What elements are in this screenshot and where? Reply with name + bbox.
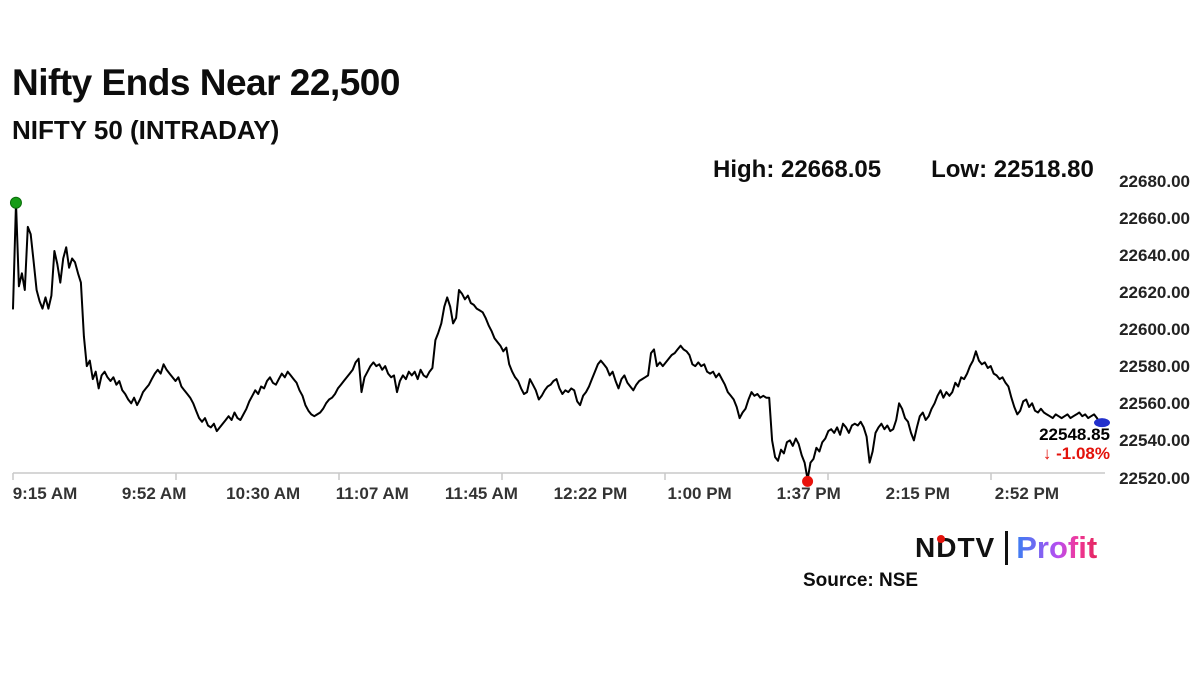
- low-label: Low:: [931, 156, 988, 183]
- low-value: 22518.80: [993, 156, 1094, 183]
- high-marker-dot: [9, 196, 22, 209]
- low-marker-dot: [802, 475, 814, 487]
- logo-divider: [1005, 531, 1009, 565]
- last-point-marker: [1094, 418, 1110, 428]
- price-series-line: [12, 201, 1101, 481]
- high-label: High:: [713, 156, 775, 183]
- y-axis-label: 22600.00: [1119, 320, 1190, 339]
- y-axis-label: 22660.00: [1119, 208, 1190, 228]
- chart-subtitle: NIFTY 50 (INTRADAY): [12, 115, 280, 145]
- down-arrow-icon: ↓: [1042, 444, 1052, 463]
- y-axis-label: 22620.00: [1119, 282, 1190, 302]
- high-low-header: High: 22668.05 Low: 22518.80: [713, 156, 1094, 184]
- x-axis-label: 11:07 AM: [335, 484, 409, 503]
- y-axis-label: 22580.00: [1119, 357, 1190, 377]
- low-stat: Low: 22518.80: [931, 156, 1094, 183]
- profit-wordmark: Profit: [1016, 530, 1098, 565]
- ndtv-red-dot-icon: [937, 535, 945, 543]
- x-axis-label: 12:22 PM: [553, 484, 628, 503]
- high-stat: High: 22668.05: [713, 156, 881, 183]
- x-axis-label: 11:45 AM: [444, 484, 518, 503]
- x-axis-label: 2:52 PM: [994, 484, 1060, 503]
- x-axis-label: 1:37 PM: [776, 484, 841, 503]
- high-value: 22668.05: [780, 156, 882, 183]
- y-axis-label: 22680.00: [1119, 171, 1190, 191]
- x-axis-label: 2:15 PM: [885, 484, 950, 503]
- x-axis-label: 9:15 AM: [12, 484, 78, 503]
- y-axis-label: 22520.00: [1119, 468, 1190, 488]
- x-axis-label: 1:00 PM: [667, 484, 732, 503]
- ndtv-profit-logo: NDTV Profit: [915, 528, 1097, 568]
- y-axis-label: 22540.00: [1119, 431, 1190, 451]
- x-axis-label: 9:52 AM: [121, 484, 187, 503]
- x-axis-label: 10:30 AM: [226, 484, 301, 503]
- last-price-annotation: 22548.85 ↓ -1.08%: [1010, 425, 1110, 463]
- last-price-value: 22548.85: [1039, 425, 1110, 444]
- change-percent: ↓ -1.08%: [1042, 444, 1110, 463]
- y-axis-label: 22560.00: [1119, 394, 1190, 414]
- ndtv-wordmark: NDTV: [915, 532, 996, 563]
- y-axis-label: 22640.00: [1119, 245, 1190, 265]
- page-title: Nifty Ends Near 22,500: [12, 62, 400, 103]
- source-note: Source: NSE: [803, 570, 919, 591]
